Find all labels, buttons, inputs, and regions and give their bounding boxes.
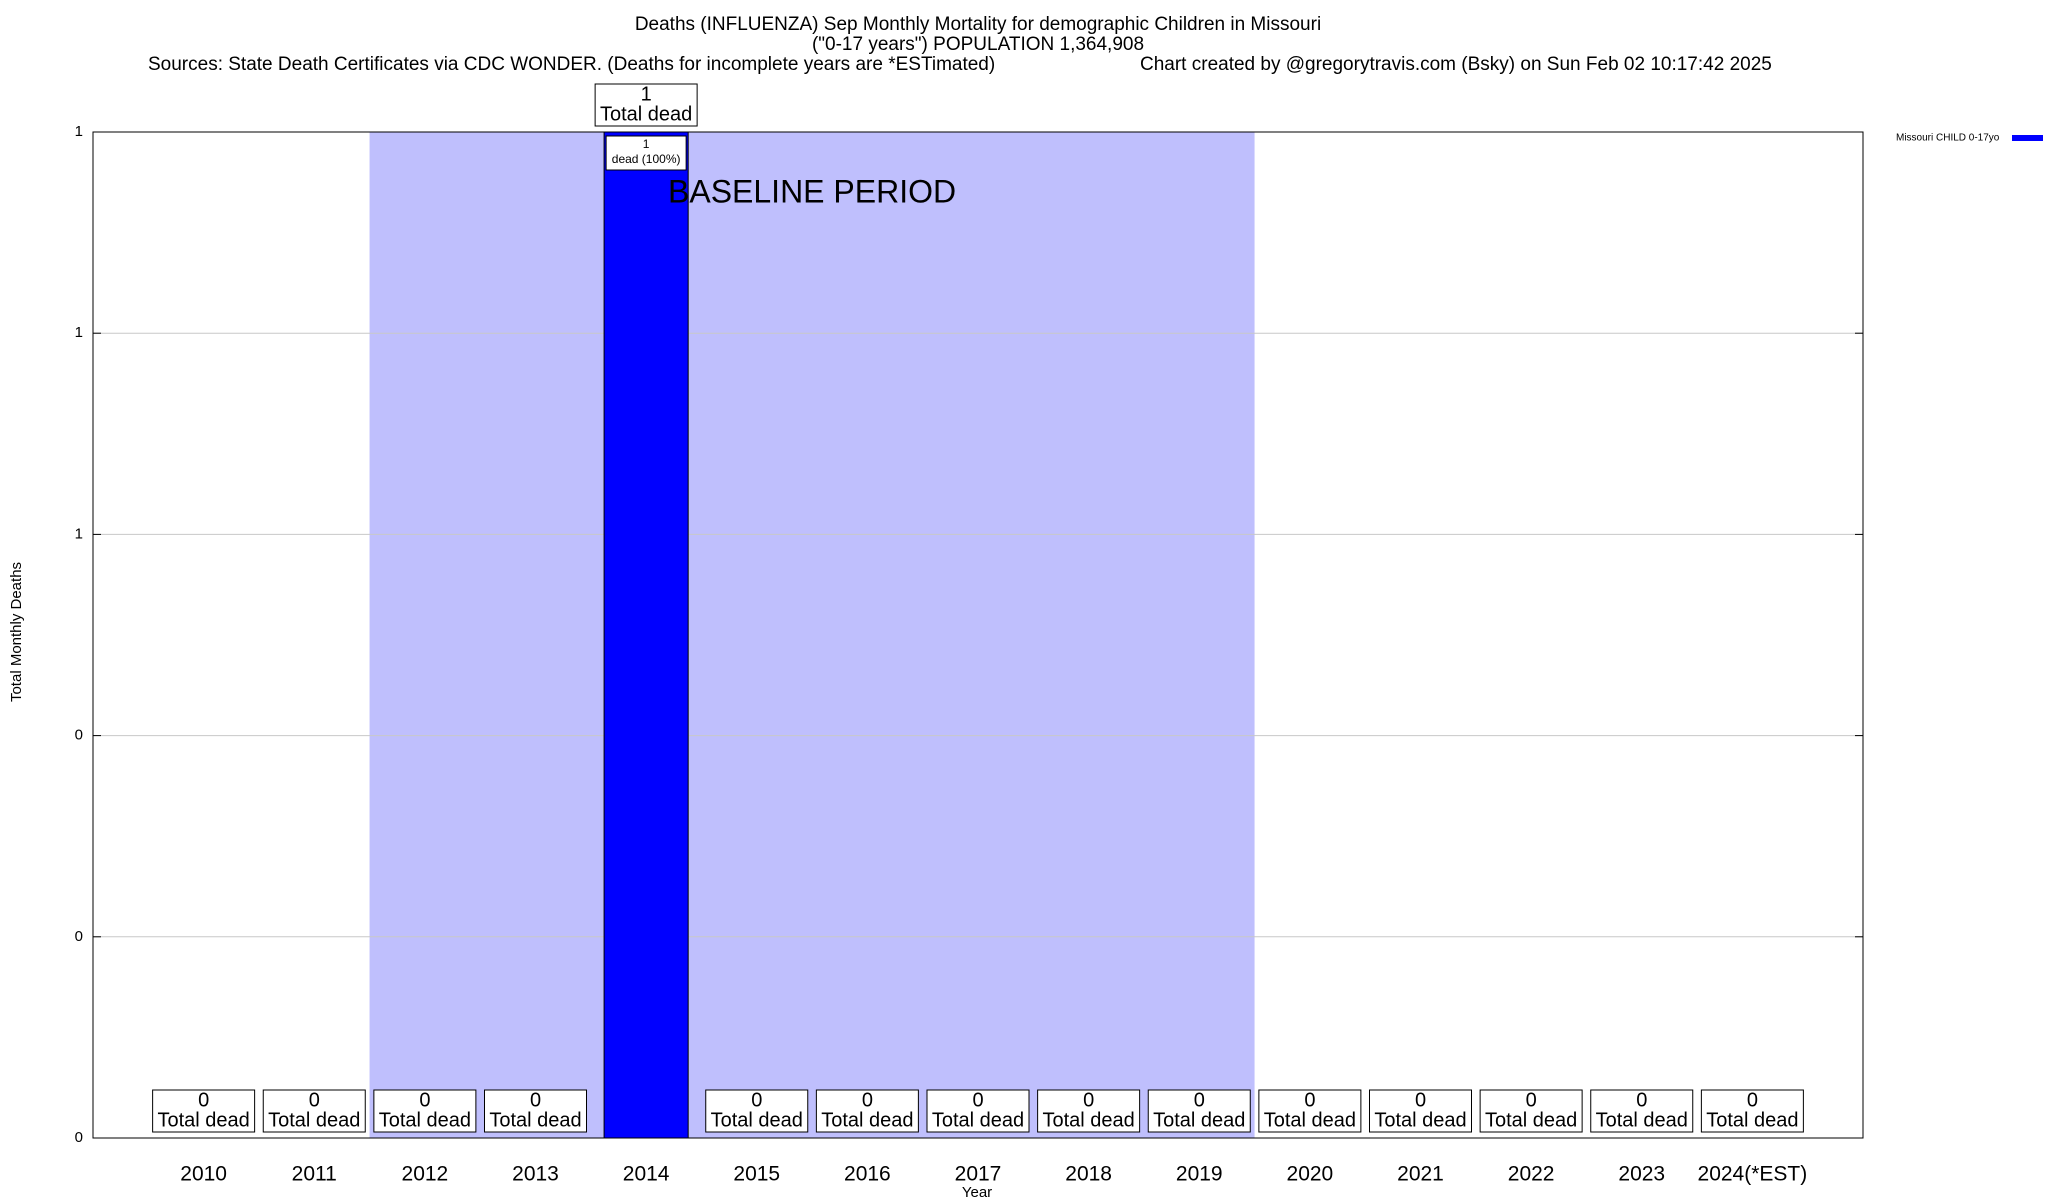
value-label-text: Total dead <box>1706 1109 1798 1131</box>
x-tick-label: 2015 <box>733 1163 780 1186</box>
value-label-box <box>262 1089 366 1133</box>
y-tick-label: 0 <box>75 928 83 945</box>
value-label-text: Total dead <box>821 1109 913 1131</box>
legend-label: Missouri CHILD 0-17yo <box>1896 133 2000 144</box>
baseline-period <box>369 132 1255 1138</box>
value-label-text: Total dead <box>157 1109 249 1131</box>
value-label: 0 <box>1083 1089 1094 1111</box>
x-axis-label: Year <box>962 1184 992 1200</box>
value-label: 0 <box>1747 1089 1758 1111</box>
chart-subtitle: ("0-17 years") POPULATION 1,364,908 <box>812 34 1144 55</box>
value-label-text: Total dead <box>1153 1109 1245 1131</box>
chart-source: Sources: State Death Certificates via CD… <box>148 54 995 75</box>
value-label-text: Total dead <box>1374 1109 1466 1131</box>
x-tick-label: 2012 <box>402 1163 449 1186</box>
inner-label-box <box>605 135 687 171</box>
x-tick-label: 2011 <box>292 1163 337 1186</box>
value-label-box <box>373 1089 477 1133</box>
x-tick-label: 2017 <box>955 1163 1002 1186</box>
legend-swatch <box>2012 135 2043 141</box>
y-tick-label: 0 <box>75 1129 83 1146</box>
plot-frame <box>92 131 1864 1139</box>
value-label-box <box>1369 1089 1472 1133</box>
value-label-text: Total dead <box>1264 1109 1356 1131</box>
value-label-text: Total dead <box>600 103 692 125</box>
y-tick-label: 1 <box>75 123 83 140</box>
inner-value-label: 1 <box>643 137 650 151</box>
value-label: 1 <box>641 83 652 105</box>
x-tick-label: 2019 <box>1176 1163 1223 1186</box>
y-tick-label: 1 <box>75 324 83 341</box>
x-tick-label: 2023 <box>1618 1163 1665 1186</box>
value-label-text: Total dead <box>489 1109 581 1131</box>
value-label-text: Total dead <box>932 1109 1024 1131</box>
value-label: 0 <box>198 1089 209 1111</box>
x-tick-label: 2024(*EST) <box>1698 1163 1808 1186</box>
value-label-box <box>1700 1089 1804 1133</box>
value-label-text: Total dead <box>379 1109 471 1131</box>
value-label: 0 <box>1526 1089 1537 1111</box>
value-label: 0 <box>751 1089 762 1111</box>
x-tick-label: 2020 <box>1287 1163 1334 1186</box>
x-tick-label: 2013 <box>512 1163 559 1186</box>
value-label-box <box>1479 1089 1583 1133</box>
value-label-box <box>1037 1089 1141 1133</box>
value-label-text: Total dead <box>1042 1109 1134 1131</box>
x-tick-label: 2022 <box>1508 1163 1555 1186</box>
x-tick-label: 2018 <box>1065 1163 1112 1186</box>
value-label-box <box>705 1089 809 1133</box>
y-tick-label: 1 <box>75 525 83 542</box>
y-axis-label: Total Monthly Deaths <box>8 562 25 702</box>
bar <box>603 131 689 1139</box>
value-label: 0 <box>419 1089 430 1111</box>
value-label-box <box>484 1089 587 1133</box>
chart-title: Deaths (INFLUENZA) Sep Monthly Mortality… <box>635 14 1321 35</box>
value-label-box <box>1147 1089 1251 1133</box>
inner-label-text: dead (100%) <box>612 152 681 166</box>
y-tick-label: 0 <box>75 727 83 744</box>
x-tick-label: 2014 <box>623 1163 670 1186</box>
value-label-box <box>815 1089 919 1133</box>
value-label-box <box>1590 1089 1694 1133</box>
value-label: 0 <box>862 1089 873 1111</box>
value-label: 0 <box>530 1089 541 1111</box>
value-label-box <box>926 1089 1030 1133</box>
value-label: 0 <box>309 1089 320 1111</box>
baseline-label: BASELINE PERIOD <box>668 173 956 209</box>
value-label: 0 <box>1415 1089 1426 1111</box>
value-label: 0 <box>1304 1089 1315 1111</box>
value-label-box <box>152 1089 256 1133</box>
x-tick-label: 2010 <box>180 1163 227 1186</box>
x-tick-label: 2016 <box>844 1163 891 1186</box>
value-label: 0 <box>972 1089 983 1111</box>
value-label-text: Total dead <box>1485 1109 1577 1131</box>
value-label-text: Total dead <box>268 1109 360 1131</box>
value-label: 0 <box>1636 1089 1647 1111</box>
value-label-text: Total dead <box>711 1109 803 1131</box>
value-label-text: Total dead <box>1596 1109 1688 1131</box>
value-label-box <box>594 83 698 127</box>
value-label-box <box>1258 1089 1362 1133</box>
value-label: 0 <box>1194 1089 1205 1111</box>
x-tick-label: 2021 <box>1397 1163 1444 1186</box>
chart-credit: Chart created by @gregorytravis.com (Bsk… <box>1140 54 1772 75</box>
